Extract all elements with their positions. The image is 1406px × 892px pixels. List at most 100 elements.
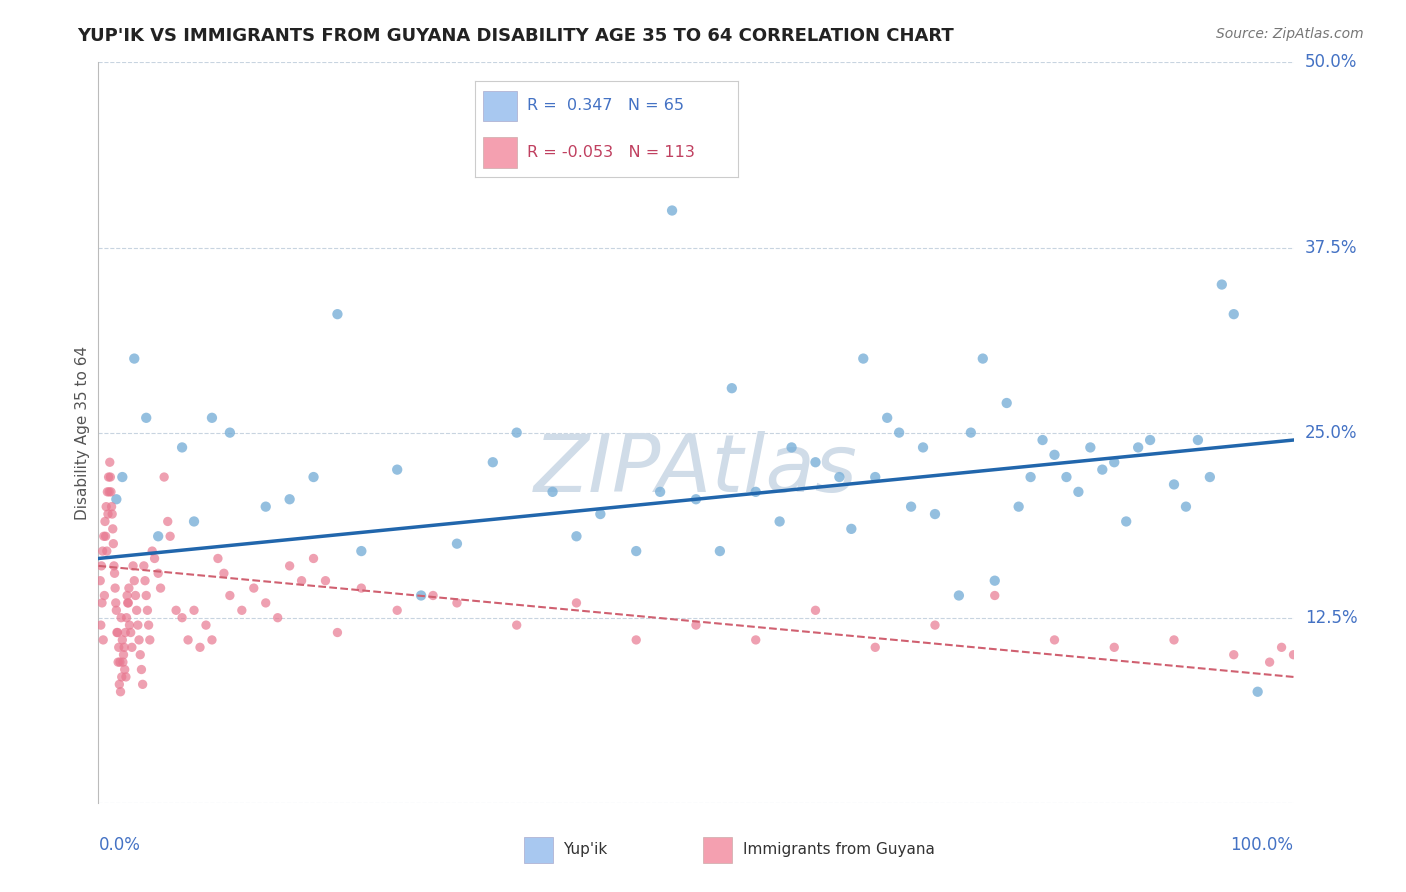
Point [107, 640, 129, 655]
Point [865, 640, 887, 655]
Point [541, 484, 564, 499]
Point [1080, 441, 1102, 455]
Point [995, 396, 1018, 410]
Point [411, 589, 433, 603]
Point [1043, 632, 1066, 647]
Point [108, 655, 131, 669]
Point [93, 529, 115, 543]
Point [876, 410, 898, 425]
Point [924, 507, 946, 521]
Point [924, 618, 946, 632]
Point [107, 625, 129, 640]
Point [1247, 685, 1270, 699]
Point [97, 470, 120, 484]
Point [350, 581, 373, 595]
Point [1091, 462, 1114, 476]
Point [105, 625, 128, 640]
Point [108, 677, 131, 691]
Point [195, 618, 218, 632]
Point [103, 558, 125, 573]
Point [105, 492, 128, 507]
Point [1032, 433, 1054, 447]
Point [650, 484, 672, 499]
Point [912, 441, 935, 455]
Point [626, 544, 648, 558]
Point [1199, 470, 1222, 484]
Point [1067, 484, 1090, 499]
Point [131, 677, 153, 691]
Point [101, 522, 124, 536]
Point [98, 455, 121, 469]
Point [1115, 515, 1137, 529]
Point [183, 515, 205, 529]
Point [118, 581, 141, 595]
Text: 37.5%: 37.5% [1305, 238, 1357, 257]
Point [148, 566, 170, 581]
Point [385, 603, 409, 617]
Point [120, 625, 142, 640]
Point [506, 618, 529, 632]
Point [90, 618, 112, 632]
Point [1128, 441, 1150, 455]
Point [589, 507, 612, 521]
Point [661, 203, 683, 218]
Point [984, 589, 1007, 603]
Point [1008, 500, 1031, 514]
Y-axis label: Disability Age 35 to 64: Disability Age 35 to 64 [75, 345, 90, 520]
Point [278, 558, 301, 573]
Point [900, 500, 922, 514]
Point [93, 589, 115, 603]
Point [156, 515, 179, 529]
Point [709, 544, 731, 558]
Point [117, 596, 139, 610]
Point [103, 536, 125, 550]
Point [100, 500, 122, 514]
Point [112, 640, 135, 655]
Point [100, 484, 122, 499]
Point [1043, 448, 1066, 462]
Point [565, 529, 588, 543]
Point [110, 610, 132, 624]
Point [121, 640, 143, 655]
Point [326, 307, 349, 321]
Point [118, 618, 141, 632]
Point [243, 581, 266, 595]
Point [685, 492, 707, 507]
Point [94, 529, 117, 543]
Point [117, 596, 139, 610]
Point [138, 618, 160, 632]
Point [948, 589, 970, 603]
Point [291, 574, 314, 588]
Point [124, 589, 146, 603]
Point [385, 462, 409, 476]
Point [446, 536, 468, 550]
Point [139, 632, 162, 647]
Point [1282, 648, 1305, 662]
Point [1139, 433, 1161, 447]
Text: 25.0%: 25.0% [1305, 424, 1357, 442]
Point [804, 603, 827, 617]
Point [1211, 277, 1233, 292]
Point [177, 632, 200, 647]
Point [127, 618, 149, 632]
Point [96, 544, 118, 558]
Point [1104, 455, 1126, 469]
Point [94, 515, 117, 529]
Point [172, 610, 194, 624]
Point [135, 589, 157, 603]
Point [626, 632, 648, 647]
Point [984, 574, 1007, 588]
Point [159, 529, 181, 543]
Point [326, 625, 349, 640]
Point [111, 670, 134, 684]
Point [111, 470, 134, 484]
Point [172, 441, 194, 455]
Point [207, 551, 229, 566]
Point [1104, 640, 1126, 655]
Point [769, 515, 792, 529]
Point [685, 618, 707, 632]
Point [90, 558, 112, 573]
Point [960, 425, 983, 440]
Point [183, 603, 205, 617]
Point [506, 425, 529, 440]
